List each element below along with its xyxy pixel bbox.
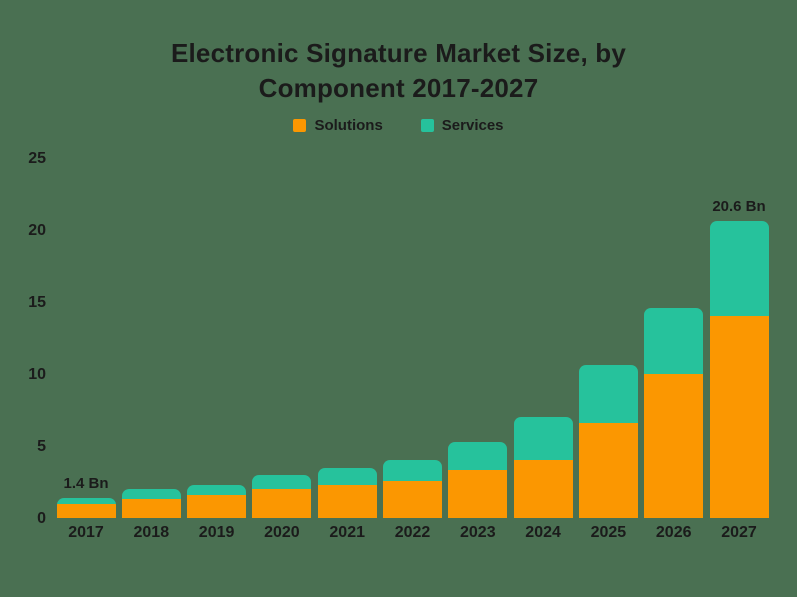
- bar-segment-solutions-2022: [383, 480, 442, 518]
- chart-title-line1: Electronic Signature Market Size, by: [170, 38, 627, 68]
- x-axis-label-2019: 2019: [198, 524, 235, 541]
- legend: Solutions Services: [0, 117, 797, 134]
- legend-item-services: Services: [420, 117, 504, 134]
- bar-2022: [383, 460, 442, 518]
- bar-2027: [709, 221, 769, 518]
- x-axis-label-2018: 2018: [133, 524, 170, 541]
- bar-segment-solutions-2024: [513, 460, 573, 518]
- bar-segment-solutions-2018: [121, 499, 181, 518]
- bar-2017: [56, 497, 116, 518]
- bar-segment-solutions-2021: [317, 484, 377, 518]
- bar-segment-services-2022: [383, 460, 442, 481]
- solutions-swatch-icon: [293, 119, 307, 132]
- chart-title: Electronic Signature Market Size, by Com…: [0, 36, 797, 106]
- y-axis-tick-label: 0: [37, 510, 46, 527]
- bar-segment-services-2017: [56, 497, 116, 504]
- bar-2026: [644, 307, 704, 518]
- bar-segment-solutions-2023: [448, 470, 508, 518]
- y-axis-tick-label: 15: [28, 294, 46, 311]
- bar-segment-solutions-2026: [644, 373, 704, 518]
- bar-2018: [121, 489, 181, 518]
- x-axis-label-2020: 2020: [264, 524, 300, 541]
- bar-segment-solutions-2027: [709, 316, 769, 518]
- x-axis-label-2027: 2027: [721, 524, 757, 541]
- bar-segment-solutions-2019: [187, 494, 247, 518]
- bar-segment-services-2020: [252, 474, 312, 490]
- bar-segment-services-2027: [709, 221, 769, 317]
- bar-segment-solutions-2020: [252, 489, 312, 518]
- bar-segment-services-2025: [578, 365, 638, 423]
- bar-segment-services-2023: [448, 441, 508, 471]
- x-axis-label-2023: 2023: [460, 524, 496, 541]
- y-axis-tick-label: 10: [28, 366, 46, 383]
- bar-segment-services-2026: [644, 307, 704, 374]
- bar-2024: [513, 417, 573, 518]
- x-axis-label-2026: 2026: [655, 524, 692, 541]
- bar-2025: [578, 365, 638, 518]
- bar-segment-services-2019: [187, 484, 247, 495]
- value-annotation-2017: 1.4 Bn: [63, 474, 109, 492]
- y-axis-tick-label: 25: [28, 150, 46, 167]
- bar-2020: [252, 474, 312, 518]
- y-axis-tick-label: 5: [37, 438, 46, 455]
- bar-segment-services-2018: [121, 489, 181, 500]
- bar-segment-solutions-2017: [56, 503, 116, 518]
- x-axis-label-2024: 2024: [525, 524, 561, 541]
- bar-2019: [187, 484, 247, 518]
- x-axis-label-2025: 2025: [590, 524, 627, 541]
- services-swatch-icon: [420, 119, 434, 132]
- chart-title-line2: Component 2017-2027: [258, 73, 539, 103]
- bar-segment-solutions-2025: [578, 422, 638, 518]
- x-axis-label-2022: 2022: [394, 524, 431, 541]
- value-annotation-2027: 20.6 Bn: [712, 198, 766, 216]
- x-axis-label-2017: 2017: [68, 524, 104, 541]
- bar-2021: [317, 467, 377, 518]
- bar-segment-services-2024: [513, 417, 573, 461]
- y-axis-tick-label: 20: [28, 222, 46, 239]
- bar-2023: [448, 441, 508, 518]
- x-axis-label-2021: 2021: [329, 524, 365, 541]
- legend-label-services: Services: [441, 117, 504, 134]
- legend-item-solutions: Solutions: [293, 117, 383, 134]
- legend-label-solutions: Solutions: [314, 117, 383, 134]
- bar-segment-services-2021: [317, 467, 377, 485]
